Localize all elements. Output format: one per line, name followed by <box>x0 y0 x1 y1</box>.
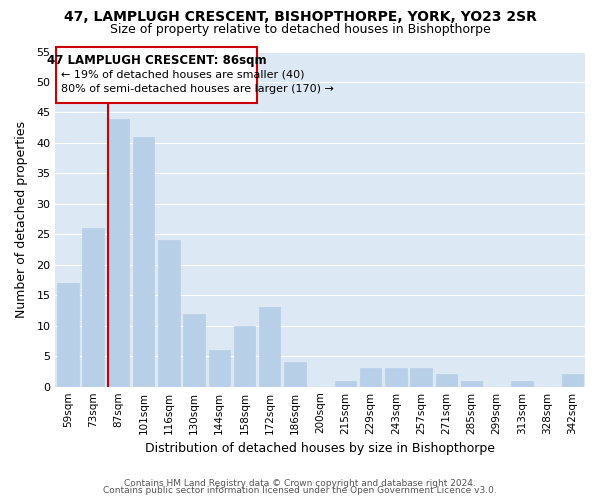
Bar <box>158 240 179 386</box>
Bar <box>385 368 407 386</box>
Bar <box>107 118 129 386</box>
Text: Contains HM Land Registry data © Crown copyright and database right 2024.: Contains HM Land Registry data © Crown c… <box>124 478 476 488</box>
Text: 47 LAMPLUGH CRESCENT: 86sqm: 47 LAMPLUGH CRESCENT: 86sqm <box>47 54 266 67</box>
Bar <box>284 362 305 386</box>
Bar <box>410 368 432 386</box>
Bar <box>511 380 533 386</box>
Bar <box>259 308 280 386</box>
Bar <box>436 374 457 386</box>
Y-axis label: Number of detached properties: Number of detached properties <box>15 120 28 318</box>
Bar <box>461 380 482 386</box>
Text: ← 19% of detached houses are smaller (40): ← 19% of detached houses are smaller (40… <box>61 70 304 80</box>
Bar <box>335 380 356 386</box>
Bar <box>562 374 583 386</box>
Bar <box>57 283 79 387</box>
Bar <box>184 314 205 386</box>
Text: 80% of semi-detached houses are larger (170) →: 80% of semi-detached houses are larger (… <box>61 84 334 94</box>
Text: Size of property relative to detached houses in Bishopthorpe: Size of property relative to detached ho… <box>110 22 490 36</box>
Bar <box>82 228 104 386</box>
Text: 47, LAMPLUGH CRESCENT, BISHOPTHORPE, YORK, YO23 2SR: 47, LAMPLUGH CRESCENT, BISHOPTHORPE, YOR… <box>64 10 536 24</box>
Bar <box>133 137 154 386</box>
X-axis label: Distribution of detached houses by size in Bishopthorpe: Distribution of detached houses by size … <box>145 442 495 455</box>
Bar <box>56 46 257 104</box>
Bar <box>209 350 230 387</box>
Text: Contains public sector information licensed under the Open Government Licence v3: Contains public sector information licen… <box>103 486 497 495</box>
Bar <box>360 368 382 386</box>
Bar <box>234 326 255 386</box>
